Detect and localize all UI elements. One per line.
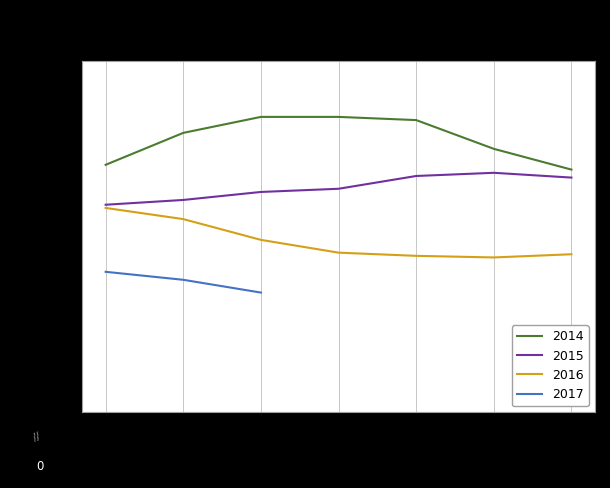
2017 — [257, 290, 265, 296]
2016 — [335, 250, 342, 256]
Line: 2017: 2017 — [106, 272, 261, 293]
2015 — [257, 189, 265, 195]
2017 — [179, 277, 187, 283]
Text: //: // — [32, 431, 41, 443]
2015 — [490, 170, 498, 176]
2016 — [102, 205, 109, 211]
2015 — [568, 175, 575, 181]
2016 — [257, 237, 265, 243]
2014 — [490, 146, 498, 152]
2014 — [102, 162, 109, 168]
2015 — [102, 202, 109, 208]
2014 — [412, 117, 420, 123]
2015 — [179, 197, 187, 203]
2016 — [568, 251, 575, 257]
Line: 2014: 2014 — [106, 117, 572, 170]
Line: 2015: 2015 — [106, 173, 572, 205]
2014 — [568, 167, 575, 173]
Line: 2016: 2016 — [106, 208, 572, 258]
2015 — [335, 186, 342, 192]
2014 — [179, 130, 187, 136]
2014 — [335, 114, 342, 120]
2016 — [179, 216, 187, 222]
2015 — [412, 173, 420, 179]
Text: 0: 0 — [36, 460, 43, 472]
2016 — [490, 255, 498, 261]
2014 — [257, 114, 265, 120]
2016 — [412, 253, 420, 259]
2017 — [102, 269, 109, 275]
Legend: 2014, 2015, 2016, 2017: 2014, 2015, 2016, 2017 — [512, 325, 589, 406]
